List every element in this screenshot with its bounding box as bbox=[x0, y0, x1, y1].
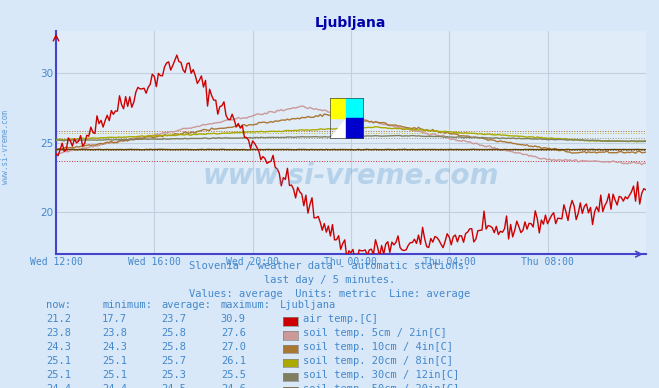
Text: 25.8: 25.8 bbox=[161, 328, 186, 338]
Text: 24.6: 24.6 bbox=[221, 384, 246, 388]
Text: soil temp. 50cm / 20in[C]: soil temp. 50cm / 20in[C] bbox=[303, 384, 459, 388]
Text: 25.1: 25.1 bbox=[46, 370, 71, 380]
Text: maximum:: maximum: bbox=[221, 300, 271, 310]
Text: 24.3: 24.3 bbox=[102, 342, 127, 352]
Text: 25.1: 25.1 bbox=[102, 370, 127, 380]
Text: 26.1: 26.1 bbox=[221, 356, 246, 366]
Text: 27.6: 27.6 bbox=[221, 328, 246, 338]
Text: average:: average: bbox=[161, 300, 212, 310]
Text: last day / 5 minutes.: last day / 5 minutes. bbox=[264, 275, 395, 285]
Text: soil temp. 10cm / 4in[C]: soil temp. 10cm / 4in[C] bbox=[303, 342, 453, 352]
Text: 25.1: 25.1 bbox=[102, 356, 127, 366]
Text: 24.4: 24.4 bbox=[102, 384, 127, 388]
Text: 25.5: 25.5 bbox=[221, 370, 246, 380]
Text: 25.8: 25.8 bbox=[161, 342, 186, 352]
Text: 24.4: 24.4 bbox=[46, 384, 71, 388]
Text: Values: average  Units: metric  Line: average: Values: average Units: metric Line: aver… bbox=[189, 289, 470, 299]
Text: 23.7: 23.7 bbox=[161, 314, 186, 324]
Text: Slovenia / weather data - automatic stations.: Slovenia / weather data - automatic stat… bbox=[189, 261, 470, 271]
Text: Ljubljana: Ljubljana bbox=[280, 300, 336, 310]
Text: 23.8: 23.8 bbox=[46, 328, 71, 338]
Text: www.si-vreme.com: www.si-vreme.com bbox=[1, 111, 10, 184]
Polygon shape bbox=[330, 118, 347, 138]
Text: 24.3: 24.3 bbox=[46, 342, 71, 352]
Text: www.si-vreme.com: www.si-vreme.com bbox=[203, 162, 499, 190]
Text: 17.7: 17.7 bbox=[102, 314, 127, 324]
Text: now:: now: bbox=[46, 300, 71, 310]
Text: 24.5: 24.5 bbox=[161, 384, 186, 388]
Text: 25.3: 25.3 bbox=[161, 370, 186, 380]
Text: 23.8: 23.8 bbox=[102, 328, 127, 338]
Text: soil temp. 5cm / 2in[C]: soil temp. 5cm / 2in[C] bbox=[303, 328, 447, 338]
Text: 27.0: 27.0 bbox=[221, 342, 246, 352]
Text: 21.2: 21.2 bbox=[46, 314, 71, 324]
Text: soil temp. 20cm / 8in[C]: soil temp. 20cm / 8in[C] bbox=[303, 356, 453, 366]
Title: Ljubljana: Ljubljana bbox=[315, 16, 387, 30]
Text: minimum:: minimum: bbox=[102, 300, 152, 310]
Text: air temp.[C]: air temp.[C] bbox=[303, 314, 378, 324]
Text: 25.1: 25.1 bbox=[46, 356, 71, 366]
Text: 30.9: 30.9 bbox=[221, 314, 246, 324]
Text: soil temp. 30cm / 12in[C]: soil temp. 30cm / 12in[C] bbox=[303, 370, 459, 380]
Text: 25.7: 25.7 bbox=[161, 356, 186, 366]
